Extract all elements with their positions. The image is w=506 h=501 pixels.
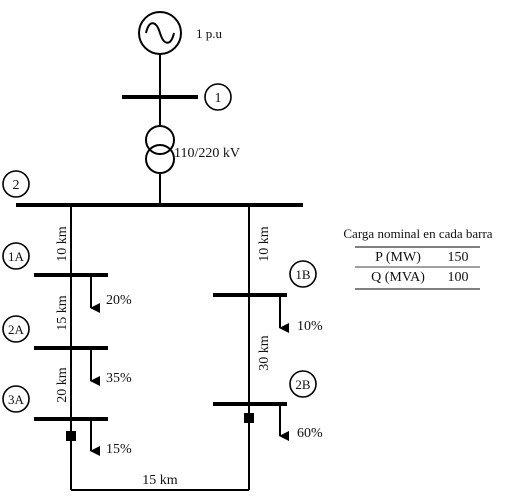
generator-voltage-label: 1 p.u bbox=[196, 26, 223, 41]
svg-text:2A: 2A bbox=[8, 322, 25, 337]
svg-text:2: 2 bbox=[13, 178, 20, 193]
bus-3A-tag: 3A bbox=[2, 385, 30, 413]
table-row-q-param: Q (MVA) bbox=[371, 270, 425, 285]
nominal-load-table: Carga nominal en cada barra P (MW) 150 Q… bbox=[343, 226, 493, 290]
line-length-1B-2B: 30 km bbox=[257, 335, 272, 371]
breaker-3A-icon bbox=[66, 431, 76, 441]
line-length-2-1B: 10 km bbox=[257, 226, 272, 262]
load-2B-label: 60% bbox=[297, 426, 323, 441]
bus-2-tag: 2 bbox=[2, 170, 30, 198]
svg-text:2B: 2B bbox=[295, 377, 311, 392]
load-3A-label: 15% bbox=[106, 442, 132, 457]
load-1A-label: 20% bbox=[106, 293, 132, 308]
table-row-q-value: 100 bbox=[448, 270, 469, 285]
line-length-1A-2A: 15 km bbox=[55, 295, 70, 331]
bus-1B-tag: 1B bbox=[289, 260, 317, 288]
line-length-2A-3A: 20 km bbox=[55, 367, 70, 403]
svg-text:1: 1 bbox=[215, 91, 222, 106]
svg-text:3A: 3A bbox=[8, 392, 25, 407]
table-row-p-value: 150 bbox=[448, 250, 469, 265]
table-row-p-param: P (MW) bbox=[375, 250, 421, 265]
bus-1-tag: 1 bbox=[204, 83, 232, 111]
svg-text:1A: 1A bbox=[8, 249, 25, 264]
table-title: Carga nominal en cada barra bbox=[343, 226, 492, 241]
transformer-label: 110/220 kV bbox=[174, 146, 240, 161]
sine-wave-icon bbox=[145, 22, 175, 44]
bus-2B-tag: 2B bbox=[289, 370, 317, 398]
bus-2A-tag: 2A bbox=[2, 315, 30, 343]
bus-1A-tag: 1A bbox=[2, 242, 30, 270]
load-2A-label: 35% bbox=[106, 371, 132, 386]
line-length-2-1A: 10 km bbox=[55, 226, 70, 262]
transformer-icon bbox=[145, 125, 175, 174]
generator bbox=[138, 11, 182, 55]
line-length-3A-2B: 15 km bbox=[142, 473, 178, 488]
breaker-2B-icon bbox=[244, 413, 254, 423]
svg-text:1B: 1B bbox=[295, 267, 311, 282]
load-1B-label: 10% bbox=[297, 319, 323, 334]
